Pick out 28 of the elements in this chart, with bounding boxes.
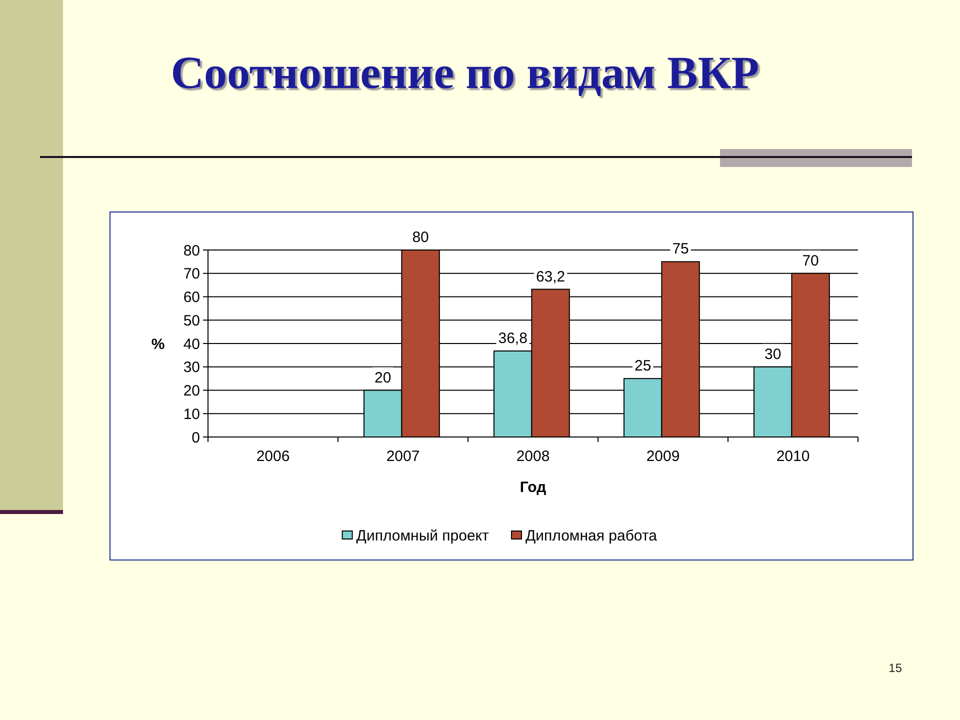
y-tick-label: 40 <box>183 336 200 353</box>
y-tick-label: 70 <box>183 266 200 283</box>
x-tick-label: 2007 <box>386 448 420 465</box>
data-label: 80 <box>412 229 429 246</box>
x-tick-label: 2006 <box>256 448 290 465</box>
x-tick-label: 2010 <box>776 448 810 465</box>
chart-title: Соотношение по видам ВКР <box>170 47 760 98</box>
data-label: 30 <box>764 346 782 363</box>
data-label: 63,2 <box>536 268 566 286</box>
y-tick-label: 30 <box>183 359 200 376</box>
y-tick-label: 10 <box>183 406 200 423</box>
x-axis-title: Год <box>520 479 547 496</box>
y-tick-label: 20 <box>183 382 200 400</box>
data-label: 36,8 <box>498 330 528 347</box>
y-tick-label: 50 <box>183 312 200 330</box>
legend-label: Дипломный проект <box>356 527 490 544</box>
data-label: 70 <box>802 252 819 270</box>
y-tick-label: 0 <box>192 429 200 446</box>
data-label: 75 <box>672 240 689 258</box>
text: 15 <box>888 661 902 675</box>
x-tick-label: 2009 <box>646 448 680 465</box>
data-label: 25 <box>634 358 652 375</box>
legend-label: Дипломная работа <box>526 527 658 544</box>
y-tick-label: 80 <box>183 242 200 260</box>
y-tick-label: 60 <box>183 289 200 306</box>
data-label: 20 <box>374 369 392 386</box>
x-tick-label: 2008 <box>516 448 550 465</box>
y-axis-title: % <box>151 336 165 353</box>
